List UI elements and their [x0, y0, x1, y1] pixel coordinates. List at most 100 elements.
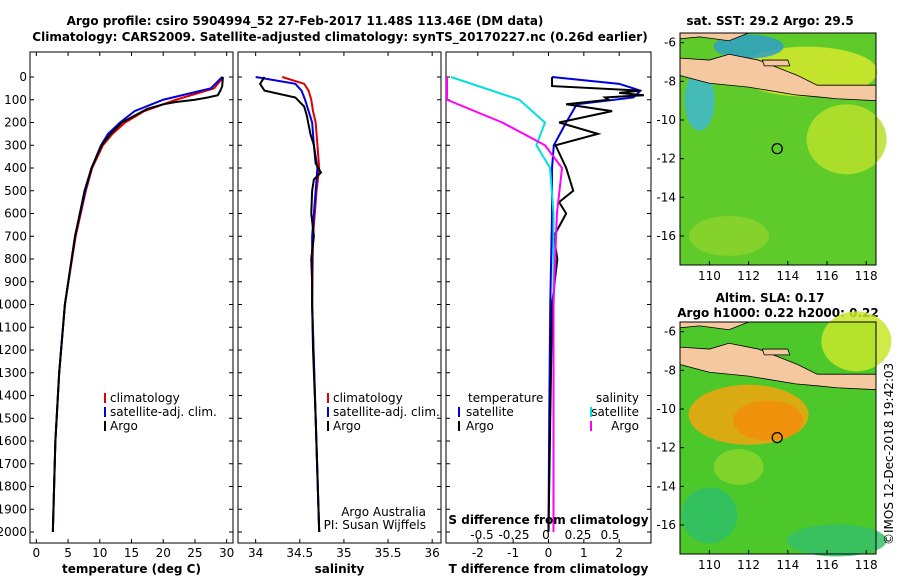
- map-x-tick-label: 118: [855, 558, 878, 572]
- s-tick-label: 0.25: [565, 528, 592, 542]
- legend-label: Argo: [110, 419, 138, 433]
- map-x-tick-label: 116: [816, 558, 839, 572]
- panel-annotation: PI: Susan Wijffels: [324, 518, 426, 532]
- x-axis-label: salinity: [315, 562, 365, 576]
- legend-label: climatology: [333, 391, 403, 405]
- map-x-tick-label: 118: [855, 269, 878, 283]
- float-marker: [771, 142, 783, 155]
- legend-label: satellite: [466, 405, 514, 419]
- series-line-s-argo: [446, 77, 564, 532]
- map-x-tick-label: 112: [737, 269, 760, 283]
- x-tick-label: 34.5: [286, 546, 313, 560]
- map-x-tick-label: 112: [737, 558, 760, 572]
- field-patch: [681, 487, 738, 544]
- y-tick-label: 100: [4, 93, 27, 107]
- map-y-tick-label: -12: [656, 152, 676, 166]
- panel-frame: [29, 51, 234, 544]
- y-tick-label: 1600: [0, 434, 27, 448]
- s-tick-label: -0.25: [498, 528, 529, 542]
- x-tick-label: 5: [64, 546, 72, 560]
- panel-annotation: Argo Australia: [341, 505, 426, 519]
- y-tick-label: 1900: [0, 502, 27, 516]
- map-x-tick-label: 116: [816, 269, 839, 283]
- series-line-satellite-adj--clim-: [255, 76, 321, 533]
- map-y-tick-label: -10: [656, 402, 676, 416]
- map-y-tick-label: -12: [656, 441, 676, 455]
- map-y-tick-label: -16: [656, 518, 676, 532]
- map-y-tick-label: -14: [656, 190, 676, 204]
- y-tick-label: 1500: [0, 411, 27, 425]
- landmass: [761, 348, 791, 356]
- x-axis-label: T difference from climatology: [449, 562, 649, 576]
- s-tick-label: -0.5: [470, 528, 493, 542]
- map-y-tick-label: -16: [656, 229, 676, 243]
- y-tick-label: 400: [4, 161, 27, 175]
- legend-label: satellite-adj. clim.: [333, 405, 440, 419]
- legend-label: Argo: [466, 419, 494, 433]
- x-axis-label: temperature (deg C): [62, 562, 201, 576]
- y-tick-label: 1700: [0, 457, 27, 471]
- map-y-tick-label: -6: [664, 325, 676, 339]
- sst-map: sat. SST: 29.2 Argo: 29.5 110 112 114 116 11…: [656, 14, 887, 283]
- legend-label: Argo: [611, 419, 639, 433]
- series-line-t-satellite: [547, 76, 643, 533]
- x-tick-label: 35: [336, 546, 351, 560]
- legend-label: satellite: [591, 405, 639, 419]
- y-tick-label: 300: [4, 138, 27, 152]
- map-y-tick-label: -8: [664, 363, 676, 377]
- field-patch: [786, 524, 887, 557]
- legend-label: climatology: [110, 391, 180, 405]
- series-line-s-satellite: [450, 76, 555, 532]
- s-tick-label: 0.5: [600, 528, 619, 542]
- y-tick-label: 0: [19, 70, 27, 84]
- map-x-tick-label: 114: [776, 558, 799, 572]
- y-tick-label: 500: [4, 184, 27, 198]
- map-x-tick-label: 110: [698, 269, 721, 283]
- x-tick-label: 2: [615, 546, 623, 560]
- y-tick-label: 1100: [0, 320, 27, 334]
- y-tick-label: 600: [4, 207, 27, 221]
- legend-label: Argo: [333, 419, 361, 433]
- x-tick-label: 10: [92, 546, 107, 560]
- field-patch: [713, 449, 764, 485]
- map-y-tick-label: -8: [664, 74, 676, 88]
- y-tick-label: 1300: [0, 366, 27, 380]
- s-tick-label: 0: [542, 528, 550, 542]
- series-line-argo: [258, 76, 323, 533]
- series-line-argo: [51, 76, 224, 533]
- legend-label: salinity: [596, 391, 639, 405]
- s-axis-label: S difference from climatology: [448, 513, 648, 527]
- y-tick-label: 700: [4, 229, 27, 243]
- map-x-tick-label: 110: [698, 558, 721, 572]
- y-tick-label: 200: [4, 116, 27, 130]
- panel-temperature: 0100200300400500600700800900100011001200…: [0, 51, 234, 576]
- map-y-tick-label: -14: [656, 479, 676, 493]
- field-patch: [684, 70, 715, 131]
- x-tick-label: 1: [580, 546, 588, 560]
- series-line-climatology: [51, 76, 225, 533]
- float-marker: [771, 431, 783, 444]
- panel-difference: -2 -1 0 1 2 T difference from climatology temp…: [445, 51, 652, 576]
- y-tick-label: 1400: [0, 389, 27, 403]
- legend-label: satellite-adj. clim.: [110, 405, 217, 419]
- series-line-t-argo: [547, 77, 645, 533]
- panel-frame: [237, 51, 442, 544]
- field-patch: [713, 34, 784, 59]
- x-tick-label: 35.5: [375, 546, 402, 560]
- x-tick-label: -1: [507, 546, 519, 560]
- y-tick-label: 1000: [0, 298, 27, 312]
- x-tick-label: 15: [124, 546, 139, 560]
- x-tick-label: 0: [33, 546, 41, 560]
- x-tick-label: 0: [545, 546, 553, 560]
- sla-map-subtitle: Argo h1000: 0.22 h2000: 0.22: [677, 306, 878, 320]
- map-x-tick-label: 114: [776, 269, 799, 283]
- map-y-tick-label: -10: [656, 113, 676, 127]
- x-tick-label: 34: [248, 546, 263, 560]
- field-patch: [733, 400, 804, 441]
- imos-credit: ©IMOS 12-Dec-2018 19:42:03: [882, 363, 896, 545]
- sla-map: Altim. SLA: 0.17 Argo h1000: 0.22 h2000:…: [656, 291, 892, 572]
- sst-map-title: sat. SST: 29.2 Argo: 29.5: [686, 14, 853, 28]
- y-tick-label: 900: [4, 275, 27, 289]
- map-frame: [679, 32, 877, 266]
